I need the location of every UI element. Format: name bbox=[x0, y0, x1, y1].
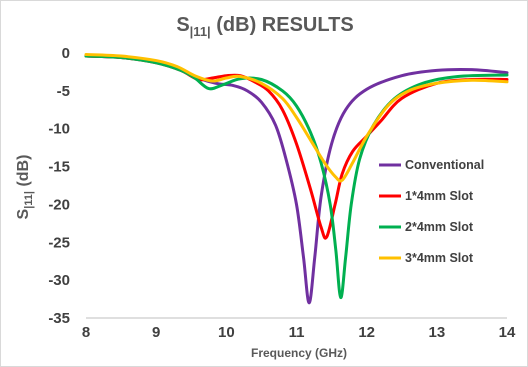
x-tick-label: 8 bbox=[82, 324, 90, 341]
y-tick-label: -25 bbox=[48, 234, 70, 251]
chart-title-subscript: |11| bbox=[190, 24, 211, 39]
y-tick-label: -10 bbox=[48, 121, 70, 138]
series-line-conventional bbox=[84, 54, 509, 305]
y-axis-title-main: S bbox=[15, 208, 32, 219]
x-tick-label: 14 bbox=[499, 324, 516, 341]
y-tick-label: -35 bbox=[48, 310, 70, 327]
legend-label: Conventional bbox=[405, 158, 484, 172]
y-tick-label: -15 bbox=[48, 159, 70, 176]
y-axis-title-subscript: |11| bbox=[23, 191, 35, 209]
chart-title-rest: (dB) RESULTS bbox=[211, 14, 354, 36]
y-axis-title-rest: (dB) bbox=[15, 155, 32, 191]
legend: Conventional 1*4mm Slot 2*4mm Slot 3*4mm Sl… bbox=[379, 158, 484, 265]
legend-label: 3*4mm Slot bbox=[405, 251, 474, 265]
y-tick-label: -30 bbox=[48, 272, 70, 289]
legend-label: 1*4mm Slot bbox=[405, 189, 474, 203]
x-axis-ticks: 8 9 10 11 12 13 14 bbox=[82, 324, 516, 341]
y-axis-title: S|11| (dB) bbox=[15, 155, 35, 220]
y-axis-ticks: 0 -5 -10 -15 -20 -25 -30 -35 bbox=[48, 45, 70, 327]
x-tick-label: 12 bbox=[358, 324, 375, 341]
x-tick-label: 13 bbox=[428, 324, 445, 341]
legend-label: 2*4mm Slot bbox=[405, 220, 474, 234]
series-layer bbox=[84, 53, 509, 305]
x-tick-label: 10 bbox=[218, 324, 235, 341]
y-tick-label: 0 bbox=[62, 45, 70, 62]
x-axis-title: Frequency (GHz) bbox=[251, 346, 347, 360]
chart-title-main: S bbox=[176, 14, 189, 36]
chart-title: S|11| (dB) RESULTS bbox=[176, 14, 353, 39]
y-tick-label: -20 bbox=[48, 196, 70, 213]
series-line-3-4mm-slot bbox=[84, 53, 509, 183]
y-tick-label: -5 bbox=[57, 83, 70, 100]
x-tick-label: 9 bbox=[152, 324, 160, 341]
x-tick-label: 11 bbox=[289, 324, 305, 341]
